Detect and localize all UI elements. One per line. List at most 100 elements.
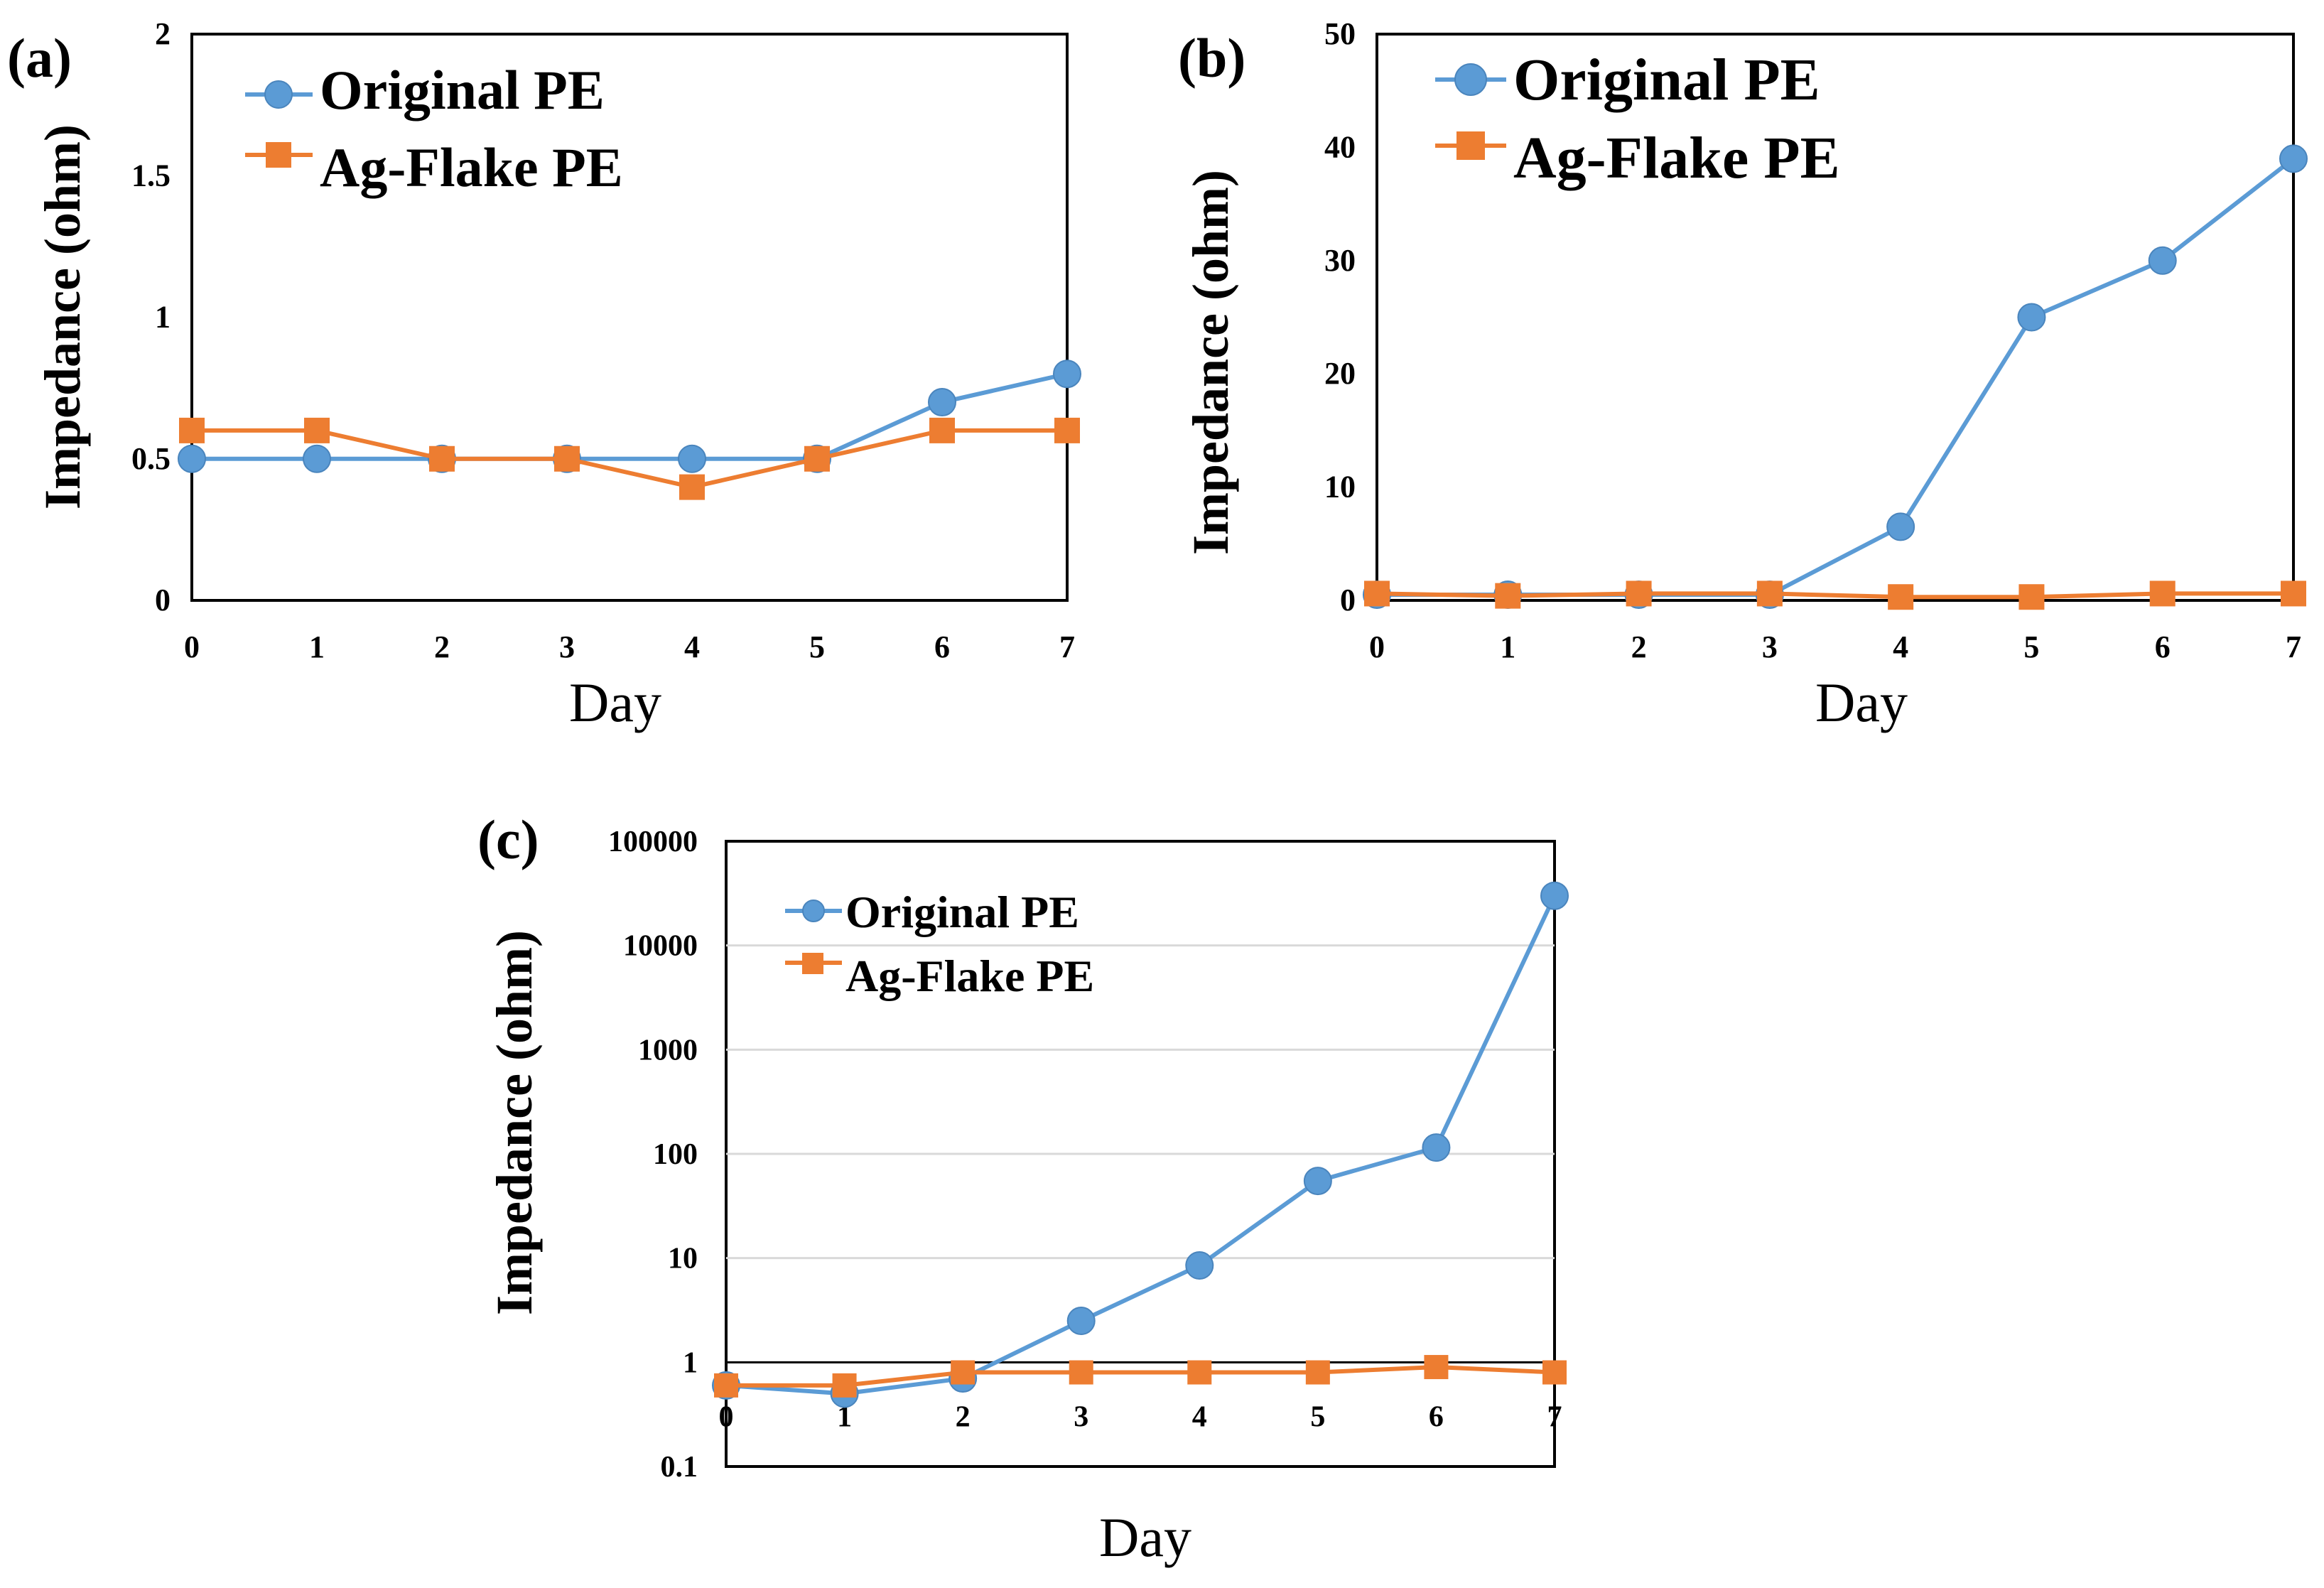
series-line-agflake [192,428,1067,490]
data-point-original [1053,360,1081,389]
x-axis-title: Day [1099,1506,1191,1568]
x-tick-label: 7 [1059,630,1075,664]
panel-label: (b) [1178,27,1245,89]
y-tick-label: 0.1 [661,1451,698,1484]
data-point-agflake [554,445,580,472]
circle-marker-icon [802,900,825,922]
x-axis-title: Day [569,671,661,733]
legend-item-original: Original PE [785,887,1079,937]
y-tick-label: 50 [1324,16,1356,51]
x-tick-label: 2 [434,630,450,664]
y-tick-labels: 0 10 20 30 40 50 [1324,16,1356,617]
data-point-agflake [1054,417,1080,443]
x-tick-label: 7 [2286,630,2301,664]
data-point-original [1303,1167,1332,1196]
y-tick-label: 10 [668,1243,698,1275]
series-line-agflake [726,1365,1555,1388]
series-line-agflake [1376,591,2293,600]
y-tick-labels: 0 0.5 1 1.5 2 [131,16,171,617]
data-point-agflake [179,417,205,443]
data-point-original [2148,246,2177,275]
x-tick-labels: 0 1 2 3 4 5 6 7 [184,630,1075,664]
x-tick-label: 4 [1192,1400,1207,1433]
y-tick-label: 1 [155,300,171,335]
data-point-agflake [679,474,705,500]
data-point-original [303,444,331,473]
legend: Original PE Ag-Flake PE [245,59,623,198]
x-tick-label: 6 [1429,1400,1444,1433]
plot-frame [1376,33,2295,602]
y-tick-label: 0 [155,583,171,617]
x-tick-label: 3 [1762,630,1778,664]
legend-label-agflake: Ag-Flake PE [320,136,623,198]
series-line-original [725,895,1557,1396]
legend-item-agflake: Ag-Flake PE [785,951,1094,1001]
x-tick-label: 0 [719,1400,734,1433]
legend-item-original: Original PE [1435,47,1820,113]
data-point-agflake [1305,1360,1330,1385]
legend-label-original: Original PE [320,59,605,121]
x-tick-labels: 0 1 2 3 4 5 6 7 [719,1400,1562,1433]
data-point-original [1185,1251,1214,1280]
y-tick-label: 20 [1324,356,1356,391]
y-tick-label: 0.5 [131,441,171,476]
data-point-agflake [429,445,455,472]
y-tick-label: 30 [1324,243,1356,278]
legend-item-agflake: Ag-Flake PE [245,136,623,198]
data-point-agflake [2149,580,2176,607]
data-point-original [1540,881,1569,910]
x-tick-label: 0 [184,630,200,664]
data-point-agflake [1364,580,1390,607]
x-tick-label: 0 [1369,630,1385,664]
data-point-agflake [1424,1355,1449,1380]
data-point-agflake [1187,1360,1212,1385]
panel-label: (c) [477,809,539,870]
data-point-original [178,444,206,473]
data-point-agflake [1888,584,1914,610]
x-tick-label: 1 [1500,630,1515,664]
x-tick-label: 7 [1547,1400,1562,1433]
data-point-agflake [929,417,955,443]
legend-label-original: Original PE [845,887,1079,937]
y-tick-label: 100000 [608,826,698,858]
circle-marker-icon [264,80,293,109]
y-tick-label: 1.5 [131,158,171,193]
data-point-agflake [1495,583,1521,609]
series-line-original [1377,156,2295,598]
x-tick-labels: 0 1 2 3 4 5 6 7 [1369,630,2301,664]
data-point-original [2017,303,2046,332]
legend-item-original: Original PE [245,59,605,121]
data-point-agflake [1542,1360,1567,1385]
y-tick-label: 2 [155,16,171,51]
y-tick-label: 10000 [623,930,698,963]
x-tick-label: 4 [1893,630,1908,664]
square-marker-icon [802,953,823,974]
data-point-original [928,388,956,417]
data-point-agflake [951,1360,975,1385]
data-point-agflake [1626,580,1652,607]
legend: Original PE Ag-Flake PE [785,887,1094,1001]
circle-marker-icon [1454,63,1487,96]
x-tick-label: 5 [2023,630,2039,664]
x-tick-label: 2 [1631,630,1647,664]
data-point-original [2279,144,2308,173]
data-point-agflake [832,1373,857,1398]
y-tick-label: 100 [653,1138,698,1171]
legend-label-original: Original PE [1513,47,1820,113]
y-tick-label: 40 [1324,129,1356,164]
x-tick-label: 3 [559,630,575,664]
panel-label: (a) [7,27,72,89]
y-axis-title: Impedance (ohm) [1182,170,1239,555]
square-marker-icon [266,142,291,168]
data-point-agflake [804,445,830,472]
data-point-original [678,444,706,473]
legend-label-agflake: Ag-Flake PE [1513,125,1840,191]
data-point-agflake [2018,584,2045,610]
x-tick-label: 1 [309,630,325,664]
series-layer [178,360,1081,500]
y-tick-label: 1 [683,1346,698,1379]
x-tick-label: 2 [956,1400,971,1433]
square-marker-icon [1456,131,1485,160]
